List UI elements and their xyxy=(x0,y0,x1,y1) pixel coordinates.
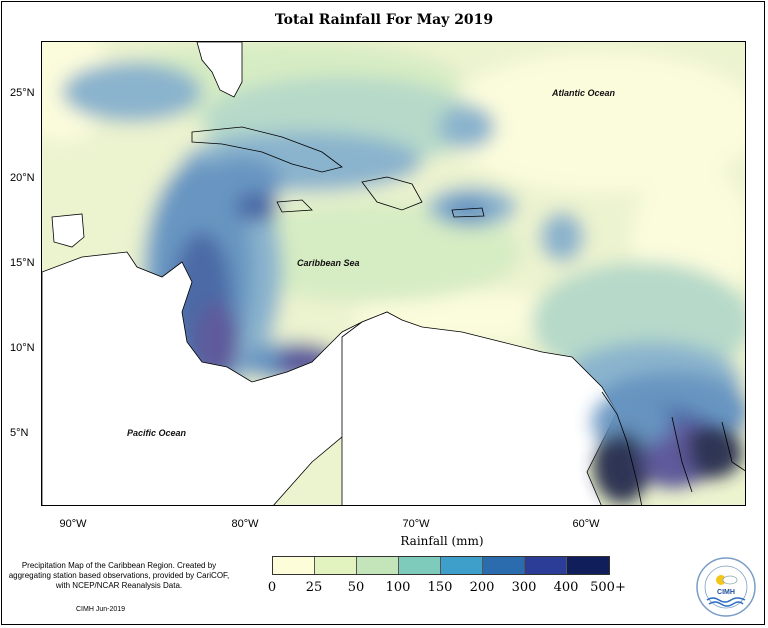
legend-swatch-0 xyxy=(273,557,315,574)
cimh-logo-svg: CIMH xyxy=(696,557,756,617)
label-pacific-ocean: Pacific Ocean xyxy=(127,428,187,438)
legend-colorbar xyxy=(272,556,610,575)
legend-tick-2: 50 xyxy=(347,580,365,595)
overlay-guyana-navy xyxy=(597,432,647,502)
land-cuba xyxy=(191,126,343,173)
legend-swatch-2 xyxy=(357,557,399,574)
landmasses xyxy=(42,42,618,505)
lat-label-25n: 25°N xyxy=(10,87,35,99)
label-atlantic-ocean: Atlantic Ocean xyxy=(552,88,616,98)
lat-label-5n: 5°N xyxy=(10,427,29,439)
guiana-borders xyxy=(601,391,745,505)
border-guyana xyxy=(601,391,643,505)
sun-icon xyxy=(716,575,726,585)
cloud-icon xyxy=(722,575,738,585)
legend-swatch-4 xyxy=(441,557,483,574)
legend-tick-6: 300 xyxy=(511,580,537,595)
legend-swatch-6 xyxy=(525,557,567,574)
footnote-text: Precipitation Map of the Caribbean Regio… xyxy=(8,561,230,590)
legend-tick-1: 25 xyxy=(305,580,323,595)
field-mid-blue-atlantic xyxy=(439,105,495,149)
map-title: Total Rainfall For May 2019 xyxy=(274,12,494,28)
legend-swatch-1 xyxy=(315,557,357,574)
land-south-america xyxy=(341,311,618,505)
field-deep-blue-jamaica xyxy=(235,192,279,222)
cimh-logo: CIMH xyxy=(695,556,757,618)
legend-swatch-3 xyxy=(399,557,441,574)
lon-label-70w: 70°W xyxy=(402,518,430,530)
land-puerto-rico xyxy=(451,207,485,218)
credit-text: CIMH Jun-2019 xyxy=(76,606,126,613)
rainfall-map xyxy=(41,41,746,506)
cimh-logo-text: CIMH xyxy=(717,589,735,596)
lon-label-80w: 80°W xyxy=(231,518,259,530)
overlay-suriname-indigo xyxy=(642,437,702,487)
legend-tick-8: 500+ xyxy=(590,580,626,595)
field-mid-blue-antilles xyxy=(540,212,584,262)
overlay-french-guiana-navy xyxy=(688,432,740,476)
land-hispaniola xyxy=(361,176,423,211)
lat-label-10n: 10°N xyxy=(10,342,35,354)
legend-title: Rainfall (mm) xyxy=(400,534,484,548)
lat-label-15n: 15°N xyxy=(10,257,35,269)
legend-tick-5: 200 xyxy=(469,580,495,595)
label-caribbean-sea: Caribbean Sea xyxy=(297,258,360,268)
border-french-guiana xyxy=(721,421,745,472)
land-yucatan xyxy=(51,213,85,248)
border-suriname xyxy=(671,416,693,493)
land-florida xyxy=(196,42,243,98)
lon-label-60w: 60°W xyxy=(572,518,600,530)
lat-label-20n: 20°N xyxy=(10,172,35,184)
legend-tick-4: 150 xyxy=(427,580,453,595)
lon-label-90w: 90°W xyxy=(59,518,87,530)
legend-tick-3: 100 xyxy=(385,580,411,595)
legend-swatch-7 xyxy=(567,557,609,574)
field-mid-blue-gulf xyxy=(62,62,202,122)
field-light-caribbean xyxy=(222,202,522,302)
field-indigo-nicaragua xyxy=(195,302,239,382)
legend-swatch-5 xyxy=(483,557,525,574)
legend-tick-0: 0 xyxy=(267,580,277,595)
legend-tick-7: 400 xyxy=(553,580,579,595)
wave-icon xyxy=(706,597,746,603)
field-pale-atlantic xyxy=(442,52,745,192)
rainfall-map-svg xyxy=(42,42,745,505)
land-jamaica xyxy=(276,199,313,213)
